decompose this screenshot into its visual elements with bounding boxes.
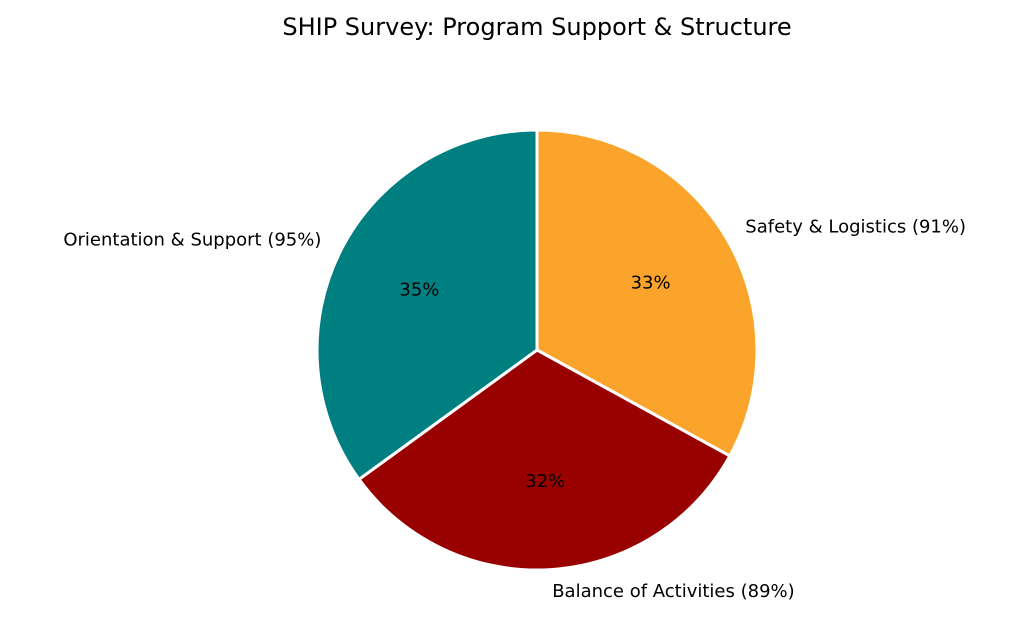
pct-label-balance-of-activities: 32% xyxy=(525,471,565,492)
pct-label-orientation-and-support: 35% xyxy=(399,280,439,301)
pct-label-safety-and-logistics: 33% xyxy=(631,272,671,293)
slice-label-safety-and-logistics: Safety & Logistics (91%) xyxy=(745,216,966,237)
pie-slice-orientation-and-support xyxy=(315,128,539,481)
slice-label-balance-of-activities: Balance of Activities (89%) xyxy=(552,581,794,602)
pie-slice-safety-and-logistics xyxy=(535,128,759,458)
chart-title: SHIP Survey: Program Support & Structure xyxy=(282,13,791,41)
slices-layer xyxy=(315,128,759,572)
pie-slice-balance-of-activities xyxy=(357,348,732,572)
labels-layer: 33% Safety & Logistics (91%) 32% Balance of… xyxy=(63,216,966,602)
slice-label-orientation-and-support: Orientation & Support (95%) xyxy=(63,230,321,251)
